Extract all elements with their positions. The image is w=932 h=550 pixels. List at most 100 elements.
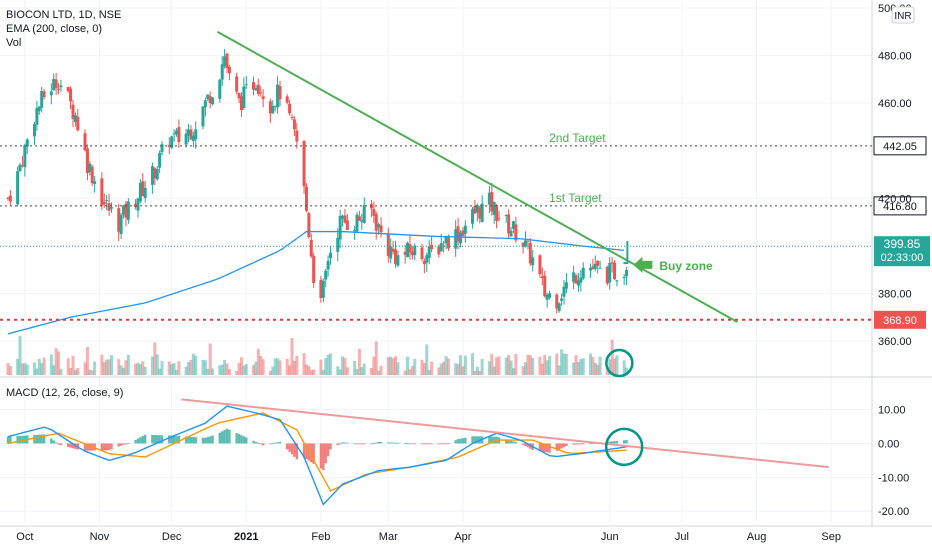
candle-body: [244, 84, 248, 86]
candle-body: [117, 208, 121, 232]
macd-histogram-bar: [442, 443, 445, 445]
time-tick-label: Jul: [675, 531, 689, 543]
macd-histogram-bar: [514, 442, 518, 444]
candle-body: [150, 166, 154, 185]
macd-histogram-bar: [218, 432, 222, 444]
macd-histogram-bar: [305, 443, 308, 460]
volume-bar: [160, 360, 164, 375]
candle-body: [184, 133, 188, 145]
volume-bar: [225, 363, 229, 375]
macd-histogram-bar: [353, 443, 356, 445]
volume-bar: [442, 361, 446, 375]
candle-body: [141, 181, 145, 197]
volume-bar: [425, 344, 429, 375]
volume-bar: [338, 369, 342, 375]
candle-body: [490, 192, 494, 212]
candle-body: [321, 280, 325, 298]
candle-body: [35, 108, 39, 125]
volume-bar: [391, 358, 395, 375]
volume-bar: [336, 366, 340, 375]
ema200-line: [7, 230, 625, 335]
candle-body: [309, 239, 313, 257]
volume-bar: [357, 348, 361, 375]
volume-bar: [574, 355, 578, 375]
candle-body: [170, 136, 174, 148]
volume-bar: [394, 356, 398, 375]
volume-bar: [490, 353, 494, 375]
volume-bar: [374, 341, 378, 375]
volume-bar: [538, 356, 542, 375]
volume-bar: [201, 359, 205, 375]
macd-histogram-bar: [428, 443, 431, 445]
volume-bar: [136, 362, 140, 375]
level-badge: [874, 310, 926, 329]
volume-bar: [20, 363, 24, 375]
macd-histogram-bar: [117, 443, 120, 447]
volume-bar: [105, 359, 109, 375]
candle-body: [345, 220, 349, 230]
macd-histogram-bar: [512, 441, 515, 444]
candle-body: [203, 100, 207, 108]
volume-bar: [422, 363, 426, 375]
candle-body: [261, 96, 265, 100]
candle-body: [355, 214, 359, 232]
macd-histogram-bar: [444, 443, 448, 445]
macd-histogram-bar: [372, 442, 376, 444]
macd-histogram-bar: [572, 443, 575, 445]
macd-histogram-bar: [221, 431, 224, 444]
candle-body: [23, 145, 27, 168]
macd-tick-label: -10.00: [878, 472, 909, 484]
macd-histogram-bar: [18, 435, 22, 444]
candle-body: [20, 165, 24, 167]
macd-histogram-bar: [21, 435, 24, 444]
macd-histogram-bar: [560, 443, 563, 449]
volume-bar: [345, 367, 349, 375]
macd-histogram-bar: [194, 437, 197, 444]
candle-body: [430, 244, 434, 250]
volume-bar: [471, 353, 475, 375]
candle-body: [360, 220, 364, 222]
macd-histogram-bar: [423, 443, 426, 445]
candle-body: [343, 215, 347, 223]
macd-histogram-bar: [574, 443, 578, 445]
candle-body: [160, 144, 164, 153]
candle-body: [579, 277, 583, 283]
volume-bar: [304, 364, 308, 375]
volume-bar: [90, 370, 94, 375]
macd-histogram-bar: [557, 443, 561, 450]
volume-bar: [126, 354, 130, 375]
volume-bar: [608, 359, 612, 375]
candle-body: [442, 245, 446, 247]
level-badge-text: 442.05: [883, 141, 917, 153]
candle-body: [538, 255, 542, 275]
price-overlays: 2nd Target 1st Target Buy zone: [0, 30, 872, 378]
currency-badge: [891, 6, 915, 24]
macd-histogram-bar: [50, 438, 53, 444]
volume-bar: [507, 354, 511, 375]
volume-bar: [545, 360, 549, 375]
volume-bar: [295, 355, 299, 375]
candle-body: [109, 207, 113, 209]
resistance-trendline: [216, 30, 738, 323]
volume-bar: [143, 366, 147, 375]
candle-body: [528, 242, 532, 264]
macd-histogram-bar: [473, 436, 477, 444]
volume-bar: [107, 359, 111, 375]
candle-body: [410, 251, 414, 256]
level-badge-text: 416.80: [883, 201, 917, 213]
volume-bar: [194, 355, 198, 375]
macd-histogram-bar: [158, 435, 161, 444]
macd-pane: 10.00 0.00 -10.00 -20.00: [6, 398, 909, 518]
candle-body: [8, 195, 12, 202]
macd-histogram-bar: [545, 443, 549, 453]
macd-histogram-bar: [9, 436, 12, 444]
macd-histogram-bar: [88, 443, 92, 451]
candle-body: [475, 205, 479, 213]
macd-histogram-bar: [326, 443, 330, 457]
candle-body: [271, 106, 275, 113]
macd-histogram-bar: [223, 429, 226, 444]
volume-bar: [32, 362, 36, 375]
macd-histogram-bar: [608, 441, 611, 444]
volume-bar: [93, 361, 97, 375]
